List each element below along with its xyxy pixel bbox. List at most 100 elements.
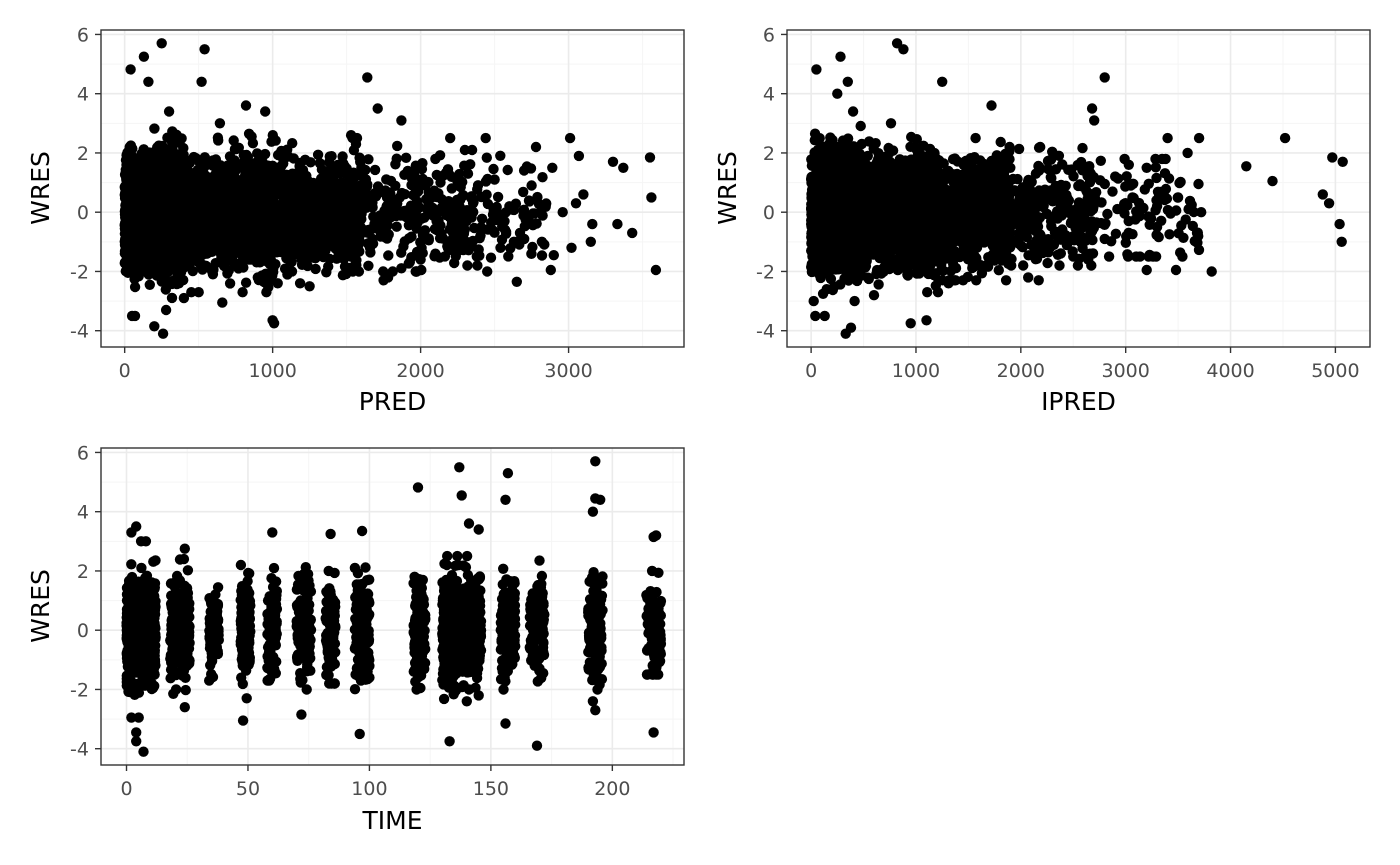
data-point (207, 269, 219, 280)
data-point (435, 177, 446, 188)
data-point (267, 270, 278, 281)
data-point (306, 250, 318, 261)
data-point (207, 155, 219, 166)
data-point (381, 233, 393, 244)
data-point (368, 211, 379, 222)
data-point (391, 153, 402, 164)
data-point (247, 138, 259, 149)
data-point (411, 202, 422, 213)
data-point (259, 148, 271, 160)
data-point (335, 167, 346, 178)
data-point (363, 260, 374, 271)
data-point (178, 274, 189, 286)
data-point (300, 154, 311, 165)
data-point (152, 147, 164, 158)
data-point (240, 277, 252, 288)
data-point (390, 203, 401, 214)
data-point (296, 197, 307, 209)
data-point (145, 171, 156, 182)
data-point (217, 179, 228, 190)
data-point (266, 183, 278, 195)
data-point (279, 196, 290, 208)
data-point (416, 242, 427, 254)
data-point (331, 253, 342, 264)
data-point (335, 193, 346, 204)
data-point (176, 232, 187, 243)
data-point (214, 118, 226, 129)
data-point (165, 197, 177, 208)
data-point (439, 206, 450, 218)
data-point (218, 207, 229, 219)
data-point (138, 144, 149, 155)
data-point (316, 164, 328, 175)
data-point (425, 193, 437, 204)
data-point (259, 217, 271, 229)
data-point (129, 188, 140, 199)
data-point (123, 160, 134, 171)
data-point (400, 152, 412, 163)
data-point (435, 220, 446, 231)
data-point (278, 158, 289, 169)
data-point (399, 169, 410, 180)
data-point (124, 141, 135, 153)
data-point (411, 180, 422, 192)
data-point (228, 135, 239, 146)
data-point (330, 243, 341, 254)
data-point (286, 172, 297, 183)
data-point (138, 205, 149, 217)
data-point (345, 244, 356, 256)
data-point (199, 169, 210, 181)
data-point (275, 178, 286, 189)
data-point (243, 128, 255, 139)
data-point (353, 266, 365, 277)
data-point (133, 165, 144, 177)
data-point (416, 213, 427, 224)
data-point (411, 223, 422, 234)
data-point (168, 213, 179, 224)
data-point (175, 258, 186, 270)
data-point (316, 201, 327, 212)
data-point (269, 199, 280, 211)
data-point (211, 232, 222, 244)
data-point (351, 216, 362, 227)
data-point (312, 149, 324, 160)
data-point (286, 214, 298, 225)
data-point (148, 264, 159, 276)
data-point (171, 129, 182, 140)
data-point (270, 135, 281, 146)
data-point (164, 149, 175, 160)
data-point (337, 270, 349, 281)
data-point (233, 196, 244, 207)
data-point (243, 209, 255, 220)
data-point (141, 192, 153, 203)
data-point (406, 252, 417, 263)
data-point (255, 208, 266, 219)
data-point (353, 193, 364, 205)
data-point (253, 167, 264, 178)
data-point (363, 154, 374, 165)
data-point (323, 261, 334, 272)
data-point (237, 240, 248, 252)
data-point (261, 287, 272, 298)
data-point (224, 278, 236, 289)
data-point (180, 223, 191, 234)
data-point (311, 226, 323, 238)
data-point (144, 223, 156, 235)
data-point (416, 163, 428, 175)
data-point (315, 173, 327, 184)
data-point (275, 222, 286, 234)
data-point (201, 248, 212, 259)
data-point (200, 201, 212, 212)
data-point (392, 140, 403, 152)
data-point (328, 223, 339, 234)
data-point (391, 221, 402, 232)
data-point (365, 247, 376, 258)
data-point (332, 179, 344, 190)
data-point (170, 164, 181, 175)
data-point (167, 240, 178, 251)
data-point (149, 123, 160, 134)
data-point (144, 279, 155, 290)
data-point (289, 247, 300, 258)
